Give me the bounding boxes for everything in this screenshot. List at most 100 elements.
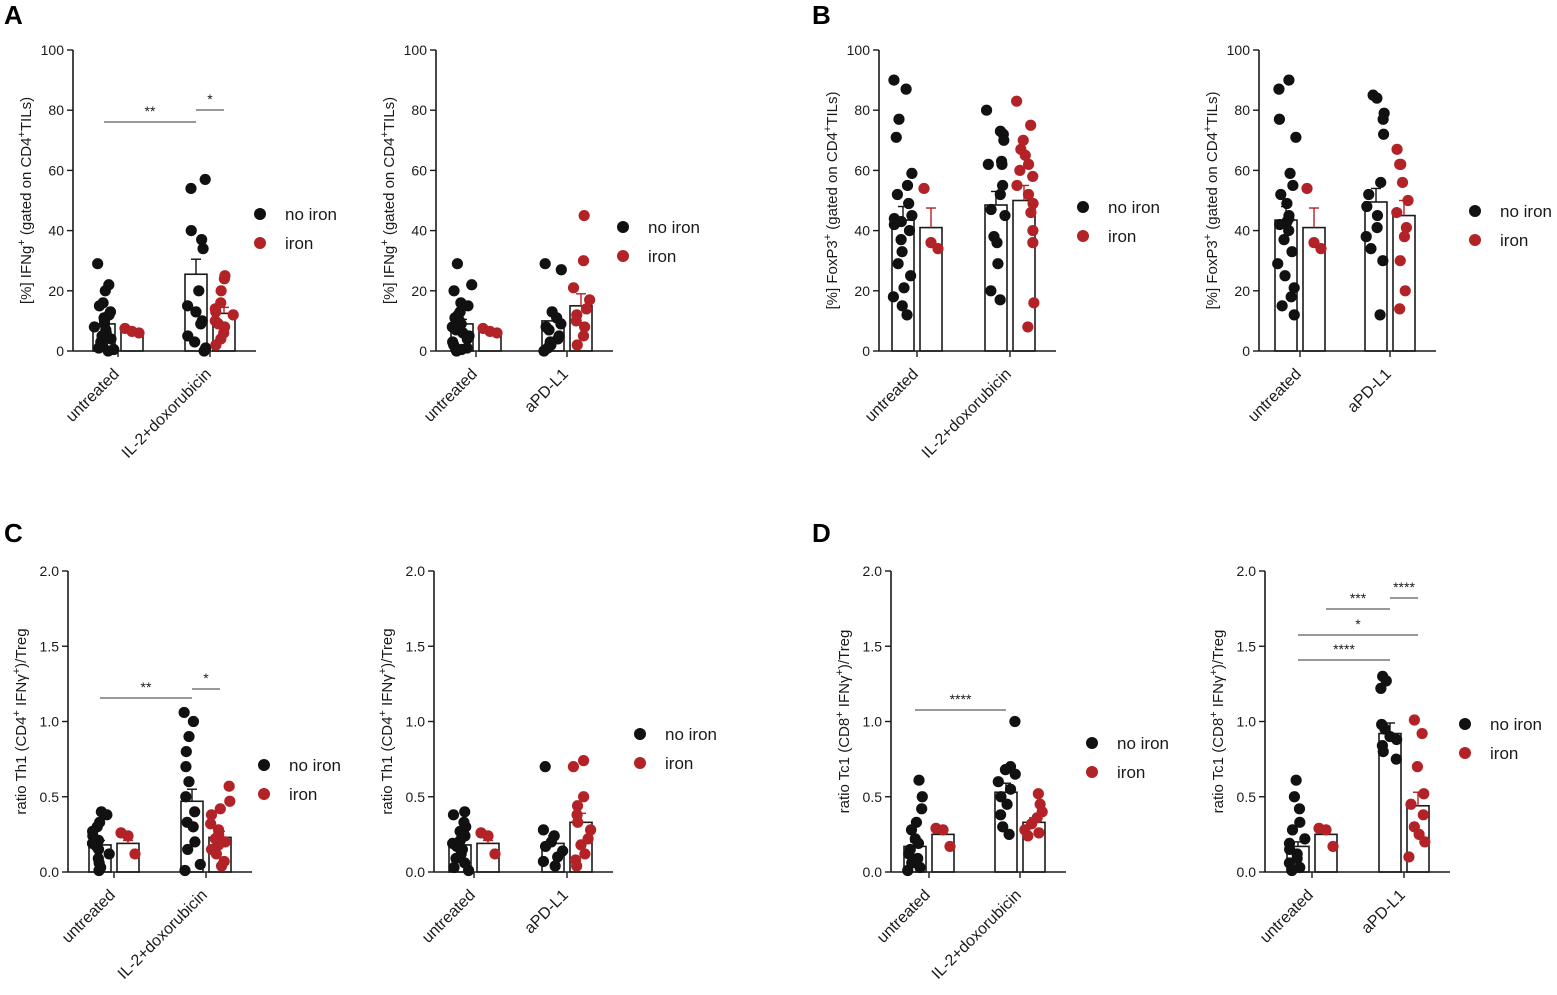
data-point-iron <box>575 839 587 851</box>
data-point-iron <box>1402 194 1414 207</box>
panel-letter-d: D <box>812 518 831 548</box>
data-point-no-iron <box>903 848 915 860</box>
data-point-no-iron <box>1286 864 1298 877</box>
data-point-iron <box>1419 836 1431 848</box>
data-point-iron <box>577 755 590 767</box>
panel-letter-a: A <box>4 0 23 30</box>
data-point-iron <box>489 848 501 860</box>
data-point-iron <box>1025 206 1037 219</box>
data-point-iron <box>918 182 930 195</box>
legend-label: no iron <box>289 756 341 775</box>
y-tick-label: 0.5 <box>1237 789 1257 805</box>
data-point-iron <box>937 824 949 836</box>
data-point-no-iron <box>183 776 195 788</box>
data-point-iron <box>214 803 226 815</box>
data-point-iron <box>579 848 591 860</box>
data-point-no-iron <box>101 809 113 821</box>
y-tick-label: 60 <box>411 162 427 178</box>
data-point-no-iron <box>178 706 190 719</box>
data-point-iron <box>227 309 239 321</box>
panel-letter-c: C <box>4 518 23 548</box>
y-tick-label: 0.5 <box>863 789 883 805</box>
data-point-iron <box>1411 761 1424 773</box>
y-tick-label: 2.0 <box>40 563 60 579</box>
data-point-iron <box>1394 303 1406 315</box>
legend-label: no iron <box>1490 715 1542 734</box>
data-point-no-iron <box>997 821 1009 833</box>
data-point-no-iron <box>1273 113 1286 125</box>
data-point-no-iron <box>459 806 471 818</box>
y-tick-label: 100 <box>847 42 871 58</box>
data-point-no-iron <box>1375 682 1387 694</box>
data-point-no-iron <box>1390 753 1402 765</box>
data-point-no-iron <box>537 855 550 868</box>
data-point-no-iron <box>450 852 462 865</box>
y-axis-label-superscript: + <box>822 234 834 240</box>
y-tick-label: 0.5 <box>40 789 60 805</box>
data-point-no-iron <box>1288 309 1300 321</box>
data-point-no-iron <box>93 300 106 312</box>
data-point-no-iron <box>1288 791 1301 803</box>
y-axis-label-part: TILs) <box>18 97 35 131</box>
data-point-no-iron <box>555 264 567 276</box>
data-point-no-iron <box>448 285 460 297</box>
significance-label: ** <box>141 679 152 695</box>
data-point-iron <box>1027 197 1039 210</box>
y-axis-label: ratio Th1 (CD4+ IFNγ+)/Treg <box>377 628 396 814</box>
data-point-iron <box>577 255 590 267</box>
y-axis-label-part: (gated on CD4 <box>18 138 35 240</box>
data-point-no-iron <box>187 821 199 833</box>
data-point-no-iron <box>185 225 197 237</box>
data-point-iron <box>584 824 597 836</box>
data-point-no-iron <box>891 188 904 201</box>
y-axis-label: ratio Tc1 (CD8+ IFNγ+)/Treg <box>834 630 853 814</box>
data-point-iron <box>1408 714 1420 726</box>
y-axis-label-superscript: + <box>822 126 834 132</box>
y-tick-label: 20 <box>48 283 64 299</box>
data-point-no-iron <box>1284 167 1296 180</box>
data-point-iron <box>584 294 596 306</box>
x-tick-label: IL-2+doxorubicin <box>929 887 1025 983</box>
data-point-iron <box>1395 158 1407 170</box>
legend-marker-iron <box>1459 747 1471 759</box>
y-tick-label: 0.0 <box>40 864 60 880</box>
data-point-no-iron <box>902 864 914 877</box>
data-point-iron <box>210 306 222 318</box>
data-point-no-iron <box>913 774 925 786</box>
data-point-no-iron <box>1287 179 1299 192</box>
data-point-no-iron <box>888 74 900 86</box>
y-tick-label: 40 <box>411 223 427 239</box>
data-point-no-iron <box>906 209 918 222</box>
x-tick-label: untreated <box>63 366 123 426</box>
data-point-iron <box>1027 237 1039 249</box>
data-point-no-iron <box>462 864 475 877</box>
data-point-no-iron <box>1361 200 1373 213</box>
legend-marker-iron <box>1469 234 1481 246</box>
data-point-no-iron <box>890 131 902 143</box>
data-point-no-iron <box>99 285 111 297</box>
x-tick-label: untreated <box>862 366 922 426</box>
data-point-iron <box>1011 95 1023 107</box>
x-tick-label: untreated <box>1245 366 1305 426</box>
data-point-iron <box>210 848 222 860</box>
data-point-no-iron <box>1375 176 1387 189</box>
y-axis-label-superscript: + <box>379 239 391 245</box>
data-point-no-iron <box>1290 131 1302 143</box>
data-point-no-iron <box>1273 83 1285 95</box>
x-tick-label: IL-2+doxorubicin <box>119 366 215 462</box>
data-point-iron <box>1327 840 1339 853</box>
y-tick-label: 0.0 <box>863 864 883 880</box>
legend-label: iron <box>1500 231 1528 250</box>
y-axis-label: [%] FoxP3+ (gated on CD4+TILs) <box>822 92 841 310</box>
y-axis-label-superscript: + <box>16 131 28 137</box>
significance-label: * <box>203 670 209 686</box>
data-point-no-iron <box>189 836 201 848</box>
data-point-no-iron <box>1279 270 1291 282</box>
data-point-no-iron <box>1377 255 1389 267</box>
data-point-iron <box>1301 182 1313 195</box>
data-point-iron <box>1025 119 1037 131</box>
data-point-no-iron <box>196 234 208 246</box>
